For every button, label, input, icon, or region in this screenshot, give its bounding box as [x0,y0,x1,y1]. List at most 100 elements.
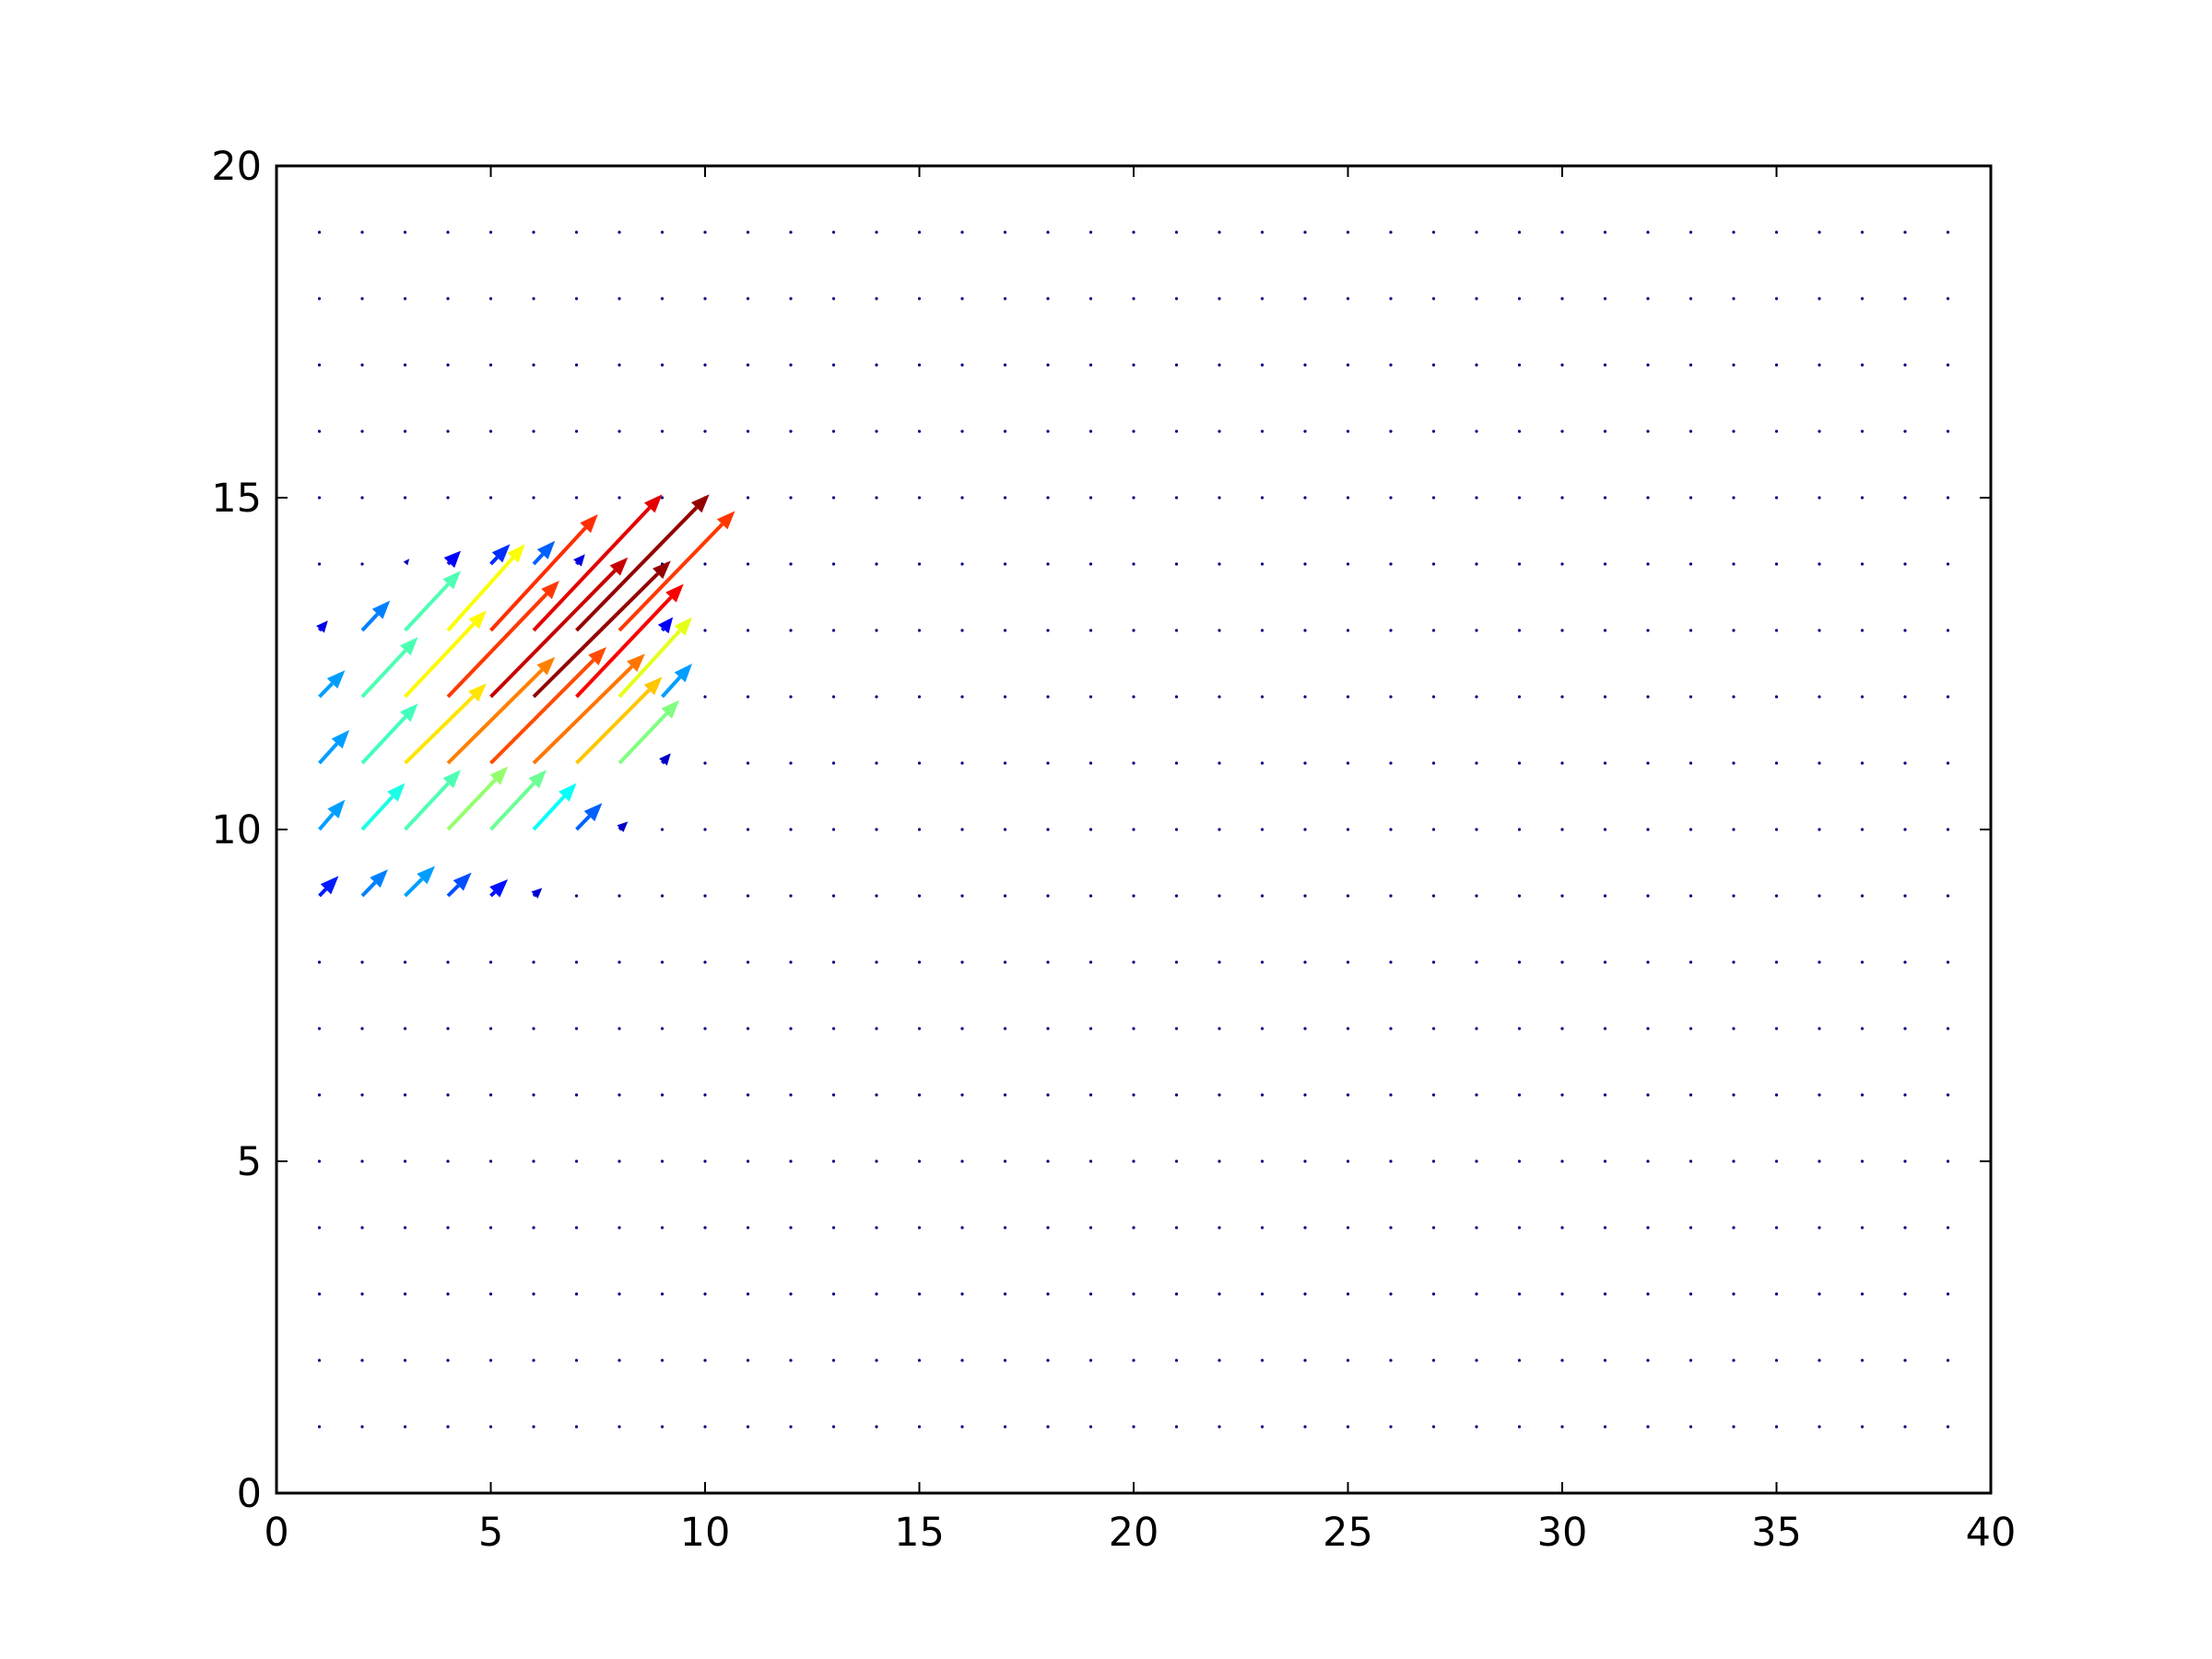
zero-vector-dot [789,695,793,699]
zero-vector-dot [1560,629,1564,632]
zero-vector-dot [1860,562,1865,566]
zero-vector-dot [1132,1093,1135,1097]
zero-vector-dot [1346,960,1350,964]
arrow-head [559,782,577,802]
y-tick-label: 10 [211,807,262,853]
zero-vector-dot [1646,1027,1650,1030]
zero-vector-dot [446,363,450,367]
zero-vector-dot [1046,429,1050,433]
arrow-shaft [618,712,668,765]
zero-vector-dot [574,894,579,898]
zero-vector-dot [1046,695,1050,699]
zero-vector-dot [917,1093,922,1097]
x-tick-label: 40 [1966,1510,2017,1556]
arrow-head [489,766,509,785]
zero-vector-dot [1475,1425,1478,1429]
arrow-shaft [574,561,579,566]
arrow-head [531,888,543,899]
zero-vector-dot [1860,496,1865,500]
zero-vector-dot [1431,1359,1436,1362]
zero-vector-dot [1860,363,1865,367]
zero-vector-dot [660,496,665,500]
zero-vector-dot [1174,960,1179,964]
zero-vector-dot [1560,1226,1564,1230]
zero-vector-dot [1088,562,1093,566]
zero-vector-dot [875,1226,878,1230]
zero-vector-dot [831,1027,836,1030]
zero-vector-dot [703,894,707,898]
zero-vector-dot [1174,695,1179,699]
arrow-head [580,514,598,534]
arrow-head [528,770,547,789]
zero-vector-dot [317,1027,322,1030]
zero-vector-dot [703,1159,707,1163]
zero-vector-dot [1475,297,1478,300]
zero-vector-dot [1688,894,1693,898]
zero-vector-dot [1088,1027,1093,1030]
zero-vector-dot [1132,828,1135,831]
vector-arrow [657,617,674,634]
zero-vector-dot [1046,496,1050,500]
zero-vector-dot [317,429,322,433]
zero-vector-dot [1132,761,1135,765]
zero-vector-dot [875,562,878,566]
zero-vector-dot [1732,297,1735,300]
zero-vector-dot [1818,429,1821,433]
zero-vector-dot [1174,828,1179,831]
zero-vector-dot [1260,761,1265,765]
zero-vector-dot [1003,894,1007,898]
zero-vector-dot [1860,1425,1865,1429]
zero-vector-dot [1475,1359,1478,1362]
zero-vector-dot [831,297,836,300]
zero-vector-dot [1732,1359,1735,1362]
zero-vector-dot [1903,894,1907,898]
arrow-head [316,620,328,633]
zero-vector-dot [917,894,922,898]
vector-arrow [575,803,603,831]
zero-vector-dot [1431,695,1436,699]
zero-vector-dot [574,297,579,300]
zero-vector-dot [1046,562,1050,566]
zero-vector-dot [875,960,878,964]
zero-vector-dot [1389,496,1393,500]
zero-vector-dot [1688,429,1693,433]
zero-vector-dot [789,1359,793,1362]
vector-arrow [404,770,461,831]
zero-vector-dot [1132,1359,1135,1362]
zero-vector-dot [1646,761,1650,765]
vector-arrow [532,540,556,566]
zero-vector-dot [1218,1027,1221,1030]
zero-vector-dot [574,1159,579,1163]
zero-vector-dot [1046,1292,1050,1296]
zero-vector-dot [831,1093,836,1097]
zero-vector-dot [1517,230,1522,234]
zero-vector-dot [532,363,535,367]
zero-vector-dot [317,1359,322,1362]
zero-vector-dot [360,230,364,234]
zero-vector-dot [1431,761,1436,765]
zero-vector-dot [1046,894,1050,898]
zero-vector-dot [1946,1027,1950,1030]
zero-vector-dot [875,695,878,699]
zero-vector-dot [488,1226,493,1230]
zero-vector-dot [1946,1093,1950,1097]
zero-vector-dot [574,960,579,964]
zero-vector-dot [360,1093,364,1097]
zero-vector-dot [1218,429,1221,433]
arrow-shaft [446,668,544,765]
zero-vector-dot [1560,363,1564,367]
vector-arrow [404,683,487,765]
zero-vector-dot [1088,761,1093,765]
zero-vector-dot [703,1093,707,1097]
arrow-shaft [360,881,377,898]
zero-vector-dot [1818,1093,1821,1097]
zero-vector-dot [1003,695,1007,699]
zero-vector-dot [1431,1159,1436,1163]
zero-vector-dot [1260,1093,1265,1097]
zero-vector-dot [1174,562,1179,566]
zero-vector-dot [1517,960,1522,964]
zero-vector-dot [1346,562,1350,566]
zero-vector-dot [875,496,878,500]
vector-arrow [318,876,339,898]
zero-vector-dot [1260,1226,1265,1230]
